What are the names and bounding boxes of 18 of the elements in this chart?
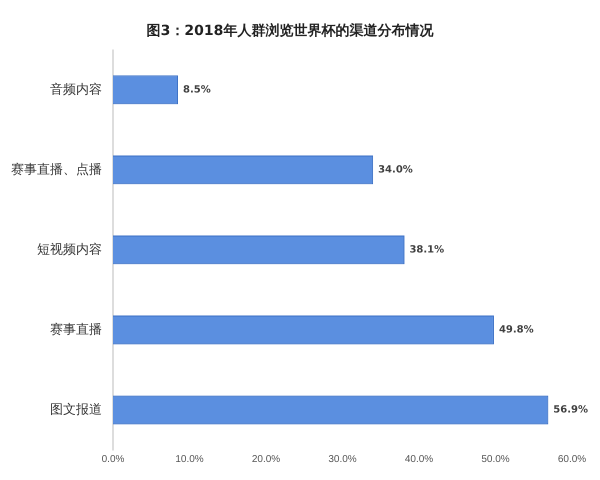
x-tick-label: 60.0%	[558, 454, 586, 465]
y-tick-label: 赛事直播	[50, 322, 102, 337]
x-tick-label: 20.0%	[252, 454, 280, 465]
x-tick-label: 40.0%	[404, 454, 434, 465]
x-tick-label: 10.0%	[175, 454, 204, 465]
data-label: 8.5%	[183, 84, 211, 96]
chart-title: 图3：2018年人群浏览世界杯的渠道分布情况	[146, 22, 434, 40]
y-tick-label: 赛事直播、点播	[11, 161, 102, 176]
y-tick-label: 短视频内容	[37, 241, 102, 256]
y-tick-label: 音频内容	[50, 81, 102, 96]
data-label: 38.1%	[409, 244, 444, 256]
data-label: 49.8%	[498, 324, 534, 336]
x-tick-label: 0.0%	[102, 454, 125, 465]
x-tick-label: 50.0%	[481, 454, 510, 465]
y-tick-label: 图文报道	[50, 402, 102, 417]
x-tick-label: 30.0%	[328, 454, 357, 465]
data-label: 56.9%	[553, 404, 588, 416]
data-label: 34.0%	[378, 164, 413, 176]
